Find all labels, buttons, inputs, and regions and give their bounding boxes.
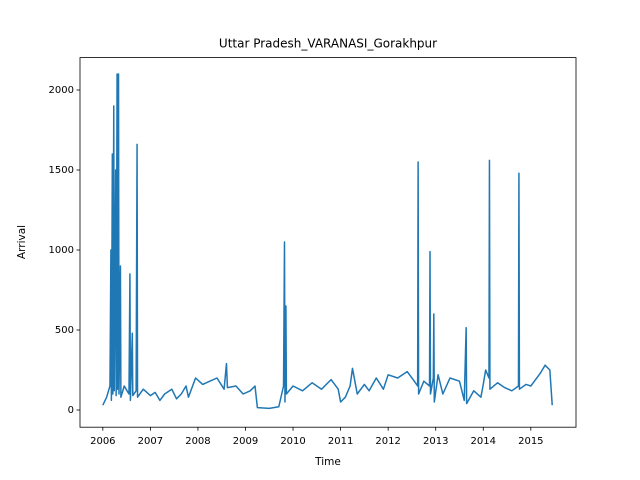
x-tick-label: 2008 <box>185 436 210 447</box>
y-tick-label: 0 <box>68 405 74 416</box>
y-tick-label: 1500 <box>49 165 74 176</box>
x-tick-label: 2015 <box>518 436 543 447</box>
y-tick-label: 500 <box>55 325 74 336</box>
x-axis-label: Time <box>314 456 341 468</box>
x-tick-label: 2006 <box>90 436 115 447</box>
x-tick-label: 2013 <box>423 436 448 447</box>
x-tick-label: 2009 <box>233 436 258 447</box>
y-tick-label: 2000 <box>49 85 74 96</box>
series-line <box>102 73 553 410</box>
y-axis-label: Arrival <box>16 225 28 259</box>
plot-frame <box>79 57 577 428</box>
x-tick-label: 2011 <box>328 436 353 447</box>
x-tick-label: 2010 <box>280 436 305 447</box>
chart-title: Uttar Pradesh_VARANASI_Gorakhpur <box>219 37 437 51</box>
y-tick-label: 1000 <box>49 245 74 256</box>
x-tick-label: 2007 <box>138 436 163 447</box>
x-tick-label: 2012 <box>375 436 400 447</box>
x-tick-label: 2014 <box>471 436 496 447</box>
